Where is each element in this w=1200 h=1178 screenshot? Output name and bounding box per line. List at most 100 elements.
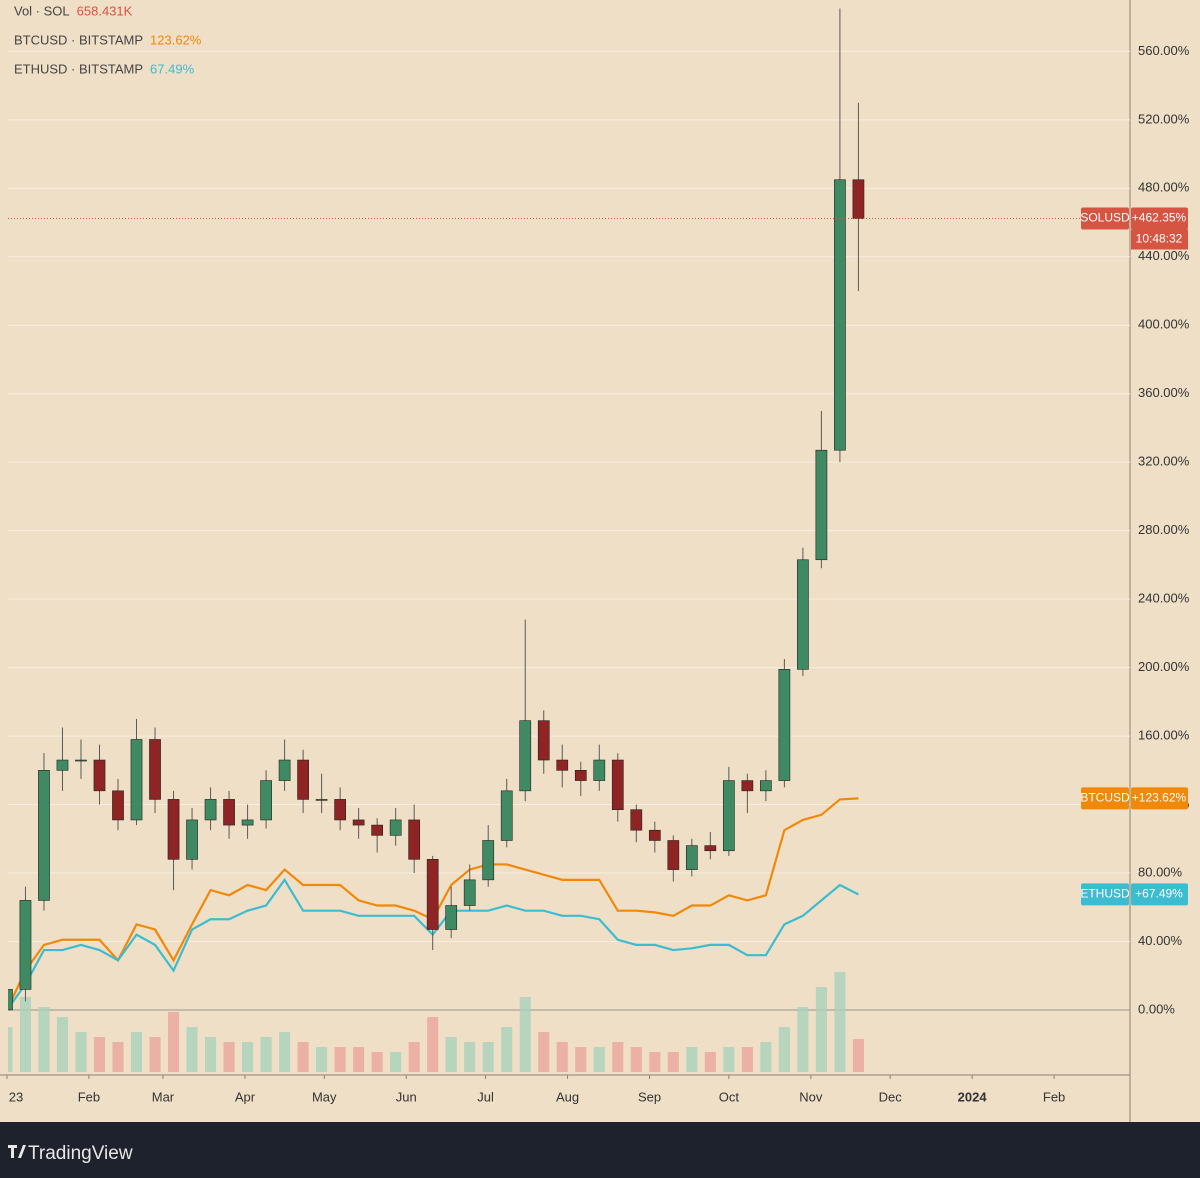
- candle-body: [315, 799, 328, 801]
- background: [0, 0, 1200, 1122]
- x-tick-label: Nov: [799, 1089, 823, 1104]
- candle-body: [167, 799, 180, 860]
- candle-body: [741, 780, 754, 792]
- volume-bar: [593, 1047, 605, 1072]
- volume-bar: [760, 1042, 772, 1072]
- y-tick-label: 400.00%: [1138, 317, 1190, 332]
- x-tick-label: Sep: [638, 1089, 661, 1104]
- countdown-bg: [1131, 229, 1188, 250]
- candle-body: [685, 845, 698, 870]
- x-tick-label: Aug: [556, 1089, 579, 1104]
- volume-bar: [334, 1047, 346, 1072]
- legend-name: Vol · SOL: [14, 3, 70, 18]
- volume-bar: [834, 972, 846, 1072]
- candle-body: [204, 799, 217, 821]
- x-tick-label: Jul: [477, 1089, 494, 1104]
- candle-body: [500, 790, 513, 841]
- volume-bar: [519, 997, 531, 1072]
- volume-bar: [353, 1047, 365, 1072]
- candle-body: [352, 819, 365, 826]
- candle-body: [463, 879, 476, 906]
- candle-body: [334, 799, 346, 821]
- badge-value-bg: [1131, 207, 1188, 230]
- x-tick-label: 23: [9, 1089, 23, 1104]
- candle-body: [186, 819, 198, 860]
- candle-body: [574, 770, 587, 781]
- volume-bar: [575, 1047, 587, 1072]
- x-tick-label: Oct: [719, 1089, 740, 1104]
- candle-body: [778, 669, 791, 781]
- volume-bar: [130, 1032, 143, 1072]
- candle-body: [149, 739, 161, 800]
- y-tick-label: 560.00%: [1138, 43, 1190, 58]
- volume-bar: [778, 1027, 790, 1072]
- y-tick-label: 280.00%: [1138, 522, 1190, 537]
- volume-bar: [612, 1042, 624, 1072]
- volume-bar: [686, 1047, 698, 1072]
- candle-body: [537, 720, 550, 761]
- volume-bar: [390, 1052, 402, 1072]
- candle-body: [704, 845, 717, 852]
- y-tick-label: 40.00%: [1138, 933, 1183, 948]
- badge-ticker-bg: [1081, 207, 1129, 230]
- badge-value: +123.62%: [1132, 791, 1187, 805]
- x-tick-label: Feb: [78, 1089, 100, 1104]
- candle-body: [519, 720, 532, 792]
- candle-body: [482, 840, 495, 881]
- logo: [8, 1145, 26, 1158]
- countdown: 10:48:32: [1136, 232, 1183, 246]
- y-tick-label: 320.00%: [1138, 454, 1190, 469]
- y-tick-label: 440.00%: [1138, 248, 1190, 263]
- volume-bar: [482, 1042, 494, 1072]
- candle-body: [611, 759, 624, 810]
- y-tick-label: 200.00%: [1138, 659, 1190, 674]
- volume-bar: [279, 1032, 291, 1072]
- candle-body: [38, 770, 50, 901]
- volume-bar: [149, 1037, 161, 1072]
- candle-body: [130, 739, 143, 821]
- volume-bar: [223, 1042, 235, 1072]
- volume-bar: [501, 1027, 513, 1072]
- volume-bar: [56, 1017, 69, 1072]
- volume-bar: [556, 1042, 568, 1072]
- volume-bar: [815, 987, 827, 1072]
- plot-area: [8, 8, 1130, 1072]
- badge-value-bg: [1131, 883, 1188, 906]
- candle-body: [760, 780, 772, 792]
- volume-bar: [464, 1042, 476, 1072]
- candle-body: [852, 179, 865, 219]
- candle-body: [241, 819, 254, 826]
- volume-bar: [723, 1047, 735, 1072]
- volume-bar: [242, 1042, 254, 1072]
- candle-body: [630, 809, 643, 831]
- volume-bar: [75, 1032, 87, 1072]
- x-tick-label: Dec: [879, 1089, 903, 1104]
- legend-value: 67.49%: [150, 61, 195, 76]
- volume-bar: [19, 997, 32, 1072]
- candle-body: [260, 780, 272, 821]
- candle-body: [426, 859, 439, 930]
- badge-ticker: BTCUSD: [1080, 791, 1130, 805]
- volume-bar: [167, 1012, 180, 1072]
- y-tick-label: 160.00%: [1138, 728, 1190, 743]
- candle-body: [667, 840, 680, 870]
- volume-bar: [649, 1052, 661, 1072]
- volume-bar: [538, 1032, 550, 1072]
- volume-bar: [112, 1042, 124, 1072]
- volume-bar: [93, 1037, 106, 1072]
- badge-ticker: ETHUSD: [1080, 887, 1130, 901]
- candle-body: [297, 759, 309, 800]
- candle-body: [815, 449, 828, 561]
- candle-body: [371, 824, 384, 836]
- badge-ticker-bg: [1081, 883, 1129, 906]
- legend-name: BTCUSD · BITSTAMP: [14, 32, 143, 47]
- candle-body: [556, 759, 569, 771]
- volume-bar: [297, 1042, 309, 1072]
- volume-bar: [371, 1052, 383, 1072]
- legend-value: 123.62%: [150, 32, 202, 47]
- y-tick-label: 480.00%: [1138, 180, 1190, 195]
- x-tick-label: Feb: [1043, 1089, 1065, 1104]
- candle-body: [593, 759, 606, 781]
- badge-value: +67.49%: [1135, 887, 1183, 901]
